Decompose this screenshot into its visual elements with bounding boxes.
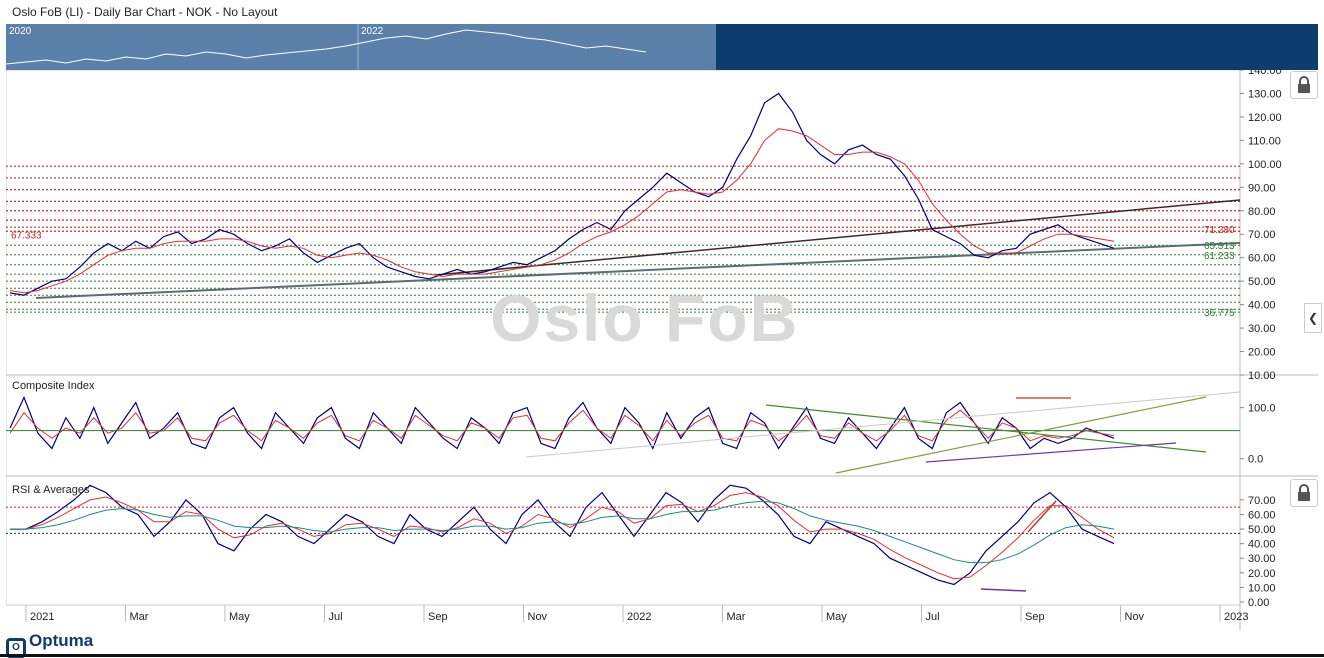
lock-icon-rsi[interactable] bbox=[1290, 479, 1318, 507]
y-tick-label: 10.00 bbox=[1248, 370, 1276, 382]
price-series-0 bbox=[9, 92, 1115, 296]
y-tick-label: 10.00 bbox=[1248, 582, 1276, 594]
y-tick-label: 60.00 bbox=[1248, 509, 1276, 521]
y-tick-label: 40.00 bbox=[1248, 300, 1276, 312]
navigator-label-2020: 2020 bbox=[9, 26, 32, 37]
rsi-panel-label: RSI & Averages bbox=[12, 484, 90, 496]
price-y-axis: 140.00 130.00 120.00 110.00 100.00 90.00 80.00… bbox=[1240, 70, 1282, 382]
level-label-green2: 61.233 bbox=[1204, 251, 1235, 262]
x-tick-label: Mar bbox=[727, 611, 746, 623]
bottom-bar bbox=[0, 654, 1324, 657]
level-label-green1: 65.313 bbox=[1204, 241, 1235, 252]
navigator-label-2022: 2022 bbox=[361, 26, 384, 37]
navigator-sparkline bbox=[6, 24, 647, 70]
level-label-green3: 36.775 bbox=[1204, 308, 1235, 319]
navigator-history[interactable]: 2020 2022 bbox=[6, 24, 716, 70]
composite-series-0 bbox=[9, 395, 1115, 450]
chart-area[interactable]: 140.00 130.00 120.00 110.00 100.00 90.00 80.00… bbox=[6, 70, 1318, 630]
y-tick-label: 130.00 bbox=[1248, 88, 1282, 100]
x-tick-label: Nov bbox=[1125, 611, 1145, 623]
rsi-series-2 bbox=[10, 500, 1115, 564]
x-tick-label: 2022 bbox=[627, 611, 651, 623]
y-tick-label: 20.00 bbox=[1248, 347, 1276, 359]
level-label-left_red: 67.333 bbox=[11, 230, 42, 241]
y-tick-label: 90.00 bbox=[1248, 182, 1276, 194]
rsi-y-axis: 70.00 60.00 50.00 40.00 30.00 20.00 10.00 0.00 bbox=[1240, 495, 1276, 609]
y-tick-label: 30.00 bbox=[1248, 553, 1276, 565]
collapse-panel-button[interactable]: ❮ bbox=[1304, 303, 1322, 333]
composite-series-group bbox=[6, 395, 1240, 450]
y-tick-label: 50.00 bbox=[1248, 276, 1276, 288]
y-tick-label: 40.00 bbox=[1248, 539, 1276, 551]
y-tick-label: 110.00 bbox=[1248, 135, 1281, 147]
lock-icon[interactable] bbox=[1290, 71, 1318, 99]
x-tick-label: 2021 bbox=[30, 611, 54, 623]
level-label-red: 71.280 bbox=[1204, 225, 1235, 236]
y-tick-label: 80.00 bbox=[1248, 206, 1276, 218]
y-tick-label: 0.0 bbox=[1248, 454, 1263, 466]
y-tick-label: 0.00 bbox=[1248, 597, 1269, 609]
y-tick-label: 100.00 bbox=[1248, 159, 1282, 171]
x-tick-label: Jul bbox=[329, 611, 343, 623]
composite-trendlines bbox=[525, 391, 1241, 474]
x-tick-label: May bbox=[229, 611, 250, 623]
time-navigator[interactable]: 2020 2022 bbox=[6, 24, 1318, 70]
rsi-series-group bbox=[6, 484, 1240, 586]
y-tick-label: 70.00 bbox=[1248, 229, 1276, 241]
composite-panel-label: Composite Index bbox=[12, 380, 95, 392]
price-trendlines bbox=[35, 199, 1241, 299]
price-series-1 bbox=[9, 128, 1115, 294]
y-tick-label: 100.0 bbox=[1248, 403, 1276, 415]
price-level-lines bbox=[6, 165, 1240, 313]
x-tick-label: Mar bbox=[130, 611, 149, 623]
chart-title: Oslo FoB (LI) - Daily Bar Chart - NOK - … bbox=[12, 5, 278, 19]
composite-series-1 bbox=[9, 409, 1115, 442]
y-tick-label: 60.00 bbox=[1248, 253, 1276, 265]
x-tick-label: 2023 bbox=[1224, 611, 1248, 623]
y-tick-label: 70.00 bbox=[1248, 495, 1276, 507]
y-tick-label: 20.00 bbox=[1248, 568, 1276, 580]
y-tick-label: 140.00 bbox=[1248, 70, 1282, 77]
y-tick-label: 30.00 bbox=[1248, 323, 1276, 335]
x-tick-label: Sep bbox=[428, 611, 448, 623]
rsi-trendlines bbox=[980, 500, 1057, 592]
watermark: Oslo FoB bbox=[490, 281, 800, 355]
x-axis: 2021 Mar May Jul Sep Nov 2022 Mar May Jul Sep Nov 20… bbox=[25, 605, 1248, 623]
y-tick-label: 50.00 bbox=[1248, 524, 1276, 536]
x-tick-label: May bbox=[826, 611, 847, 623]
y-tick-label: 120.00 bbox=[1248, 112, 1282, 124]
composite-y-axis: 100.0 0.0 bbox=[1240, 403, 1276, 466]
brand-name: Optuma bbox=[29, 631, 94, 650]
x-tick-label: Jul bbox=[926, 611, 940, 623]
price-series-group bbox=[9, 92, 1115, 296]
x-tick-label: Sep bbox=[1025, 611, 1045, 623]
x-tick-label: Nov bbox=[528, 611, 548, 623]
